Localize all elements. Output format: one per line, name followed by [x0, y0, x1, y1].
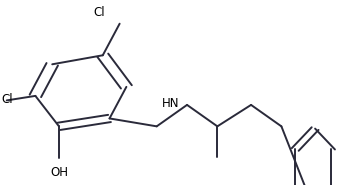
Text: Cl: Cl	[94, 6, 105, 19]
Text: Cl: Cl	[2, 93, 13, 106]
Text: HN: HN	[162, 97, 180, 110]
Text: OH: OH	[50, 166, 68, 179]
